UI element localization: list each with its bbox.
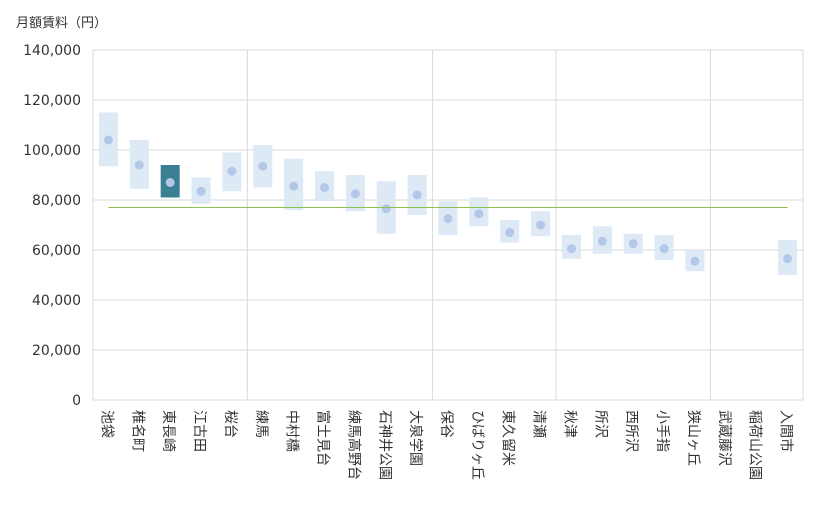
x-tick-label: 西所沢 <box>623 410 639 452</box>
average-point <box>227 166 237 176</box>
y-tick-label: 20,000 <box>32 343 81 359</box>
y-tick-label: 120,000 <box>23 93 81 109</box>
y-axis-unit-label: 月額賃料（円） <box>16 16 108 31</box>
x-tick-label: ひばりヶ丘 <box>469 410 485 480</box>
average-point <box>536 220 546 230</box>
average-point <box>320 183 330 192</box>
x-tick-label: 池袋 <box>98 410 114 438</box>
average-point <box>381 204 391 214</box>
x-tick-label: 稲荷山公園 <box>747 410 763 480</box>
average-point <box>783 254 793 264</box>
average-point <box>690 256 700 266</box>
x-tick-label: 中村橋 <box>284 410 300 452</box>
average-point <box>289 181 299 191</box>
y-tick-label: 40,000 <box>32 293 81 309</box>
x-tick-label: 練馬高野台 <box>345 410 362 480</box>
average-point <box>505 228 515 237</box>
average-point <box>134 160 144 170</box>
average-point <box>165 178 175 187</box>
x-tick-label: 所沢 <box>592 410 608 438</box>
y-tick-label: 140,000 <box>23 43 81 59</box>
x-tick-label: 小手指 <box>654 410 670 452</box>
average-point <box>628 239 638 249</box>
y-tick-label: 60,000 <box>32 243 81 259</box>
x-tick-label: 江古田 <box>191 410 207 452</box>
average-point <box>597 236 607 246</box>
average-point <box>474 209 484 219</box>
x-tick-label: 保谷 <box>438 410 454 438</box>
x-tick-label: 入間市 <box>778 410 795 452</box>
x-tick-label: 東久留米 <box>500 410 516 466</box>
average-point <box>103 135 113 145</box>
y-tick-label: 0 <box>72 393 81 409</box>
x-tick-label: 桜台 <box>222 410 238 438</box>
average-point <box>659 244 669 254</box>
x-tick-label: 武蔵藤沢 <box>716 410 732 466</box>
x-tick-label: 秋津 <box>561 410 577 438</box>
average-point <box>350 189 360 199</box>
x-tick-label: 清瀬 <box>531 410 547 438</box>
average-point <box>566 244 576 254</box>
average-point <box>258 161 268 171</box>
x-tick-label: 練馬 <box>253 410 269 438</box>
y-tick-label: 100,000 <box>23 143 81 159</box>
x-tick-label: 富士見台 <box>315 410 332 466</box>
average-point <box>443 214 453 224</box>
x-tick-label: 椎名町 <box>129 410 145 452</box>
x-tick-label: 狭山ヶ丘 <box>685 410 701 466</box>
x-tick-label: 大泉学園 <box>407 410 424 466</box>
x-tick-label: 東長崎 <box>160 410 176 452</box>
x-tick-label: 石神井公園 <box>376 410 392 480</box>
average-point <box>196 186 206 196</box>
y-tick-label: 80,000 <box>32 193 81 209</box>
average-point <box>412 190 422 200</box>
